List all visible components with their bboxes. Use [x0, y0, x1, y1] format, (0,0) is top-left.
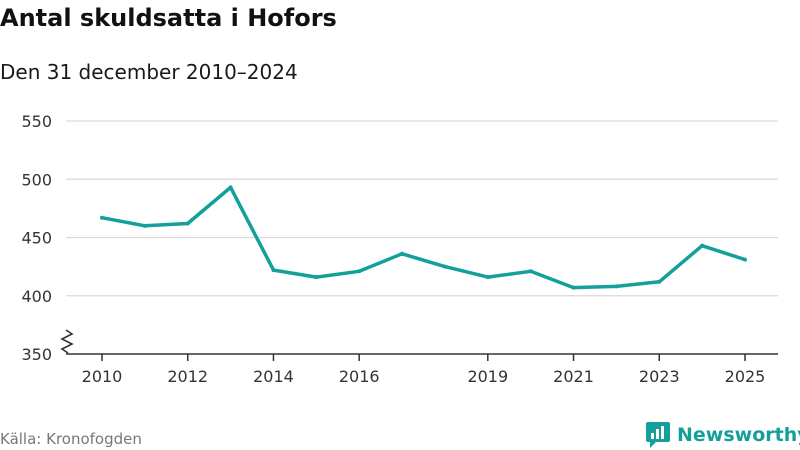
- y-tick-label: 500: [21, 170, 52, 189]
- newsworthy-logo-icon: [646, 422, 670, 448]
- y-axis-break-icon: [60, 329, 74, 354]
- x-tick-label: 2012: [167, 367, 208, 386]
- grid-lines: [66, 120, 778, 297]
- data-point: [271, 268, 276, 273]
- data-point: [571, 285, 576, 290]
- brand-name: Newsworthy: [677, 424, 800, 446]
- y-tick-label: 350: [21, 345, 52, 364]
- x-tick-label: 2010: [82, 367, 123, 386]
- data-point: [485, 275, 490, 280]
- x-tick-label: 2019: [467, 367, 508, 386]
- data-point: [743, 257, 747, 262]
- data-point: [142, 223, 147, 228]
- data-point: [228, 185, 233, 190]
- series-layer: [100, 185, 747, 290]
- data-point: [528, 269, 533, 274]
- data-point: [357, 269, 362, 274]
- data-point: [614, 284, 619, 289]
- x-tick-labels: 2010 2012 2014 2016 2019 2021 2023 2025: [82, 367, 766, 386]
- chart-title: Antal skuldsatta i Hofors: [0, 4, 337, 32]
- x-axis: [66, 353, 778, 361]
- data-point: [185, 221, 190, 226]
- x-tick-label: 2025: [725, 367, 766, 386]
- source-note: Källa: Kronofogden: [0, 430, 142, 448]
- x-tick-label: 2016: [339, 367, 380, 386]
- data-point: [657, 279, 662, 284]
- chart-subtitle: Den 31 december 2010–2024: [0, 60, 298, 84]
- axis-break-zigzag: [60, 329, 74, 354]
- x-tick-label: 2023: [639, 367, 680, 386]
- y-tick-labels: 350 400 450 500 550: [21, 112, 52, 364]
- data-point: [700, 243, 705, 248]
- y-tick-label: 550: [21, 112, 52, 131]
- line-chart: 350 400 450 500 550 2010 2012 2014 2016 2019 2021…: [21, 112, 778, 386]
- data-point: [314, 275, 319, 280]
- data-point: [100, 215, 104, 220]
- x-tick-label: 2021: [553, 367, 594, 386]
- data-point: [442, 264, 447, 269]
- y-tick-label: 400: [21, 287, 52, 306]
- newsworthy-logo: Newsworthy: [645, 421, 800, 449]
- x-tick-label: 2014: [253, 367, 294, 386]
- data-point: [400, 251, 405, 256]
- series-line-0: [100, 185, 747, 290]
- y-tick-label: 450: [21, 229, 52, 248]
